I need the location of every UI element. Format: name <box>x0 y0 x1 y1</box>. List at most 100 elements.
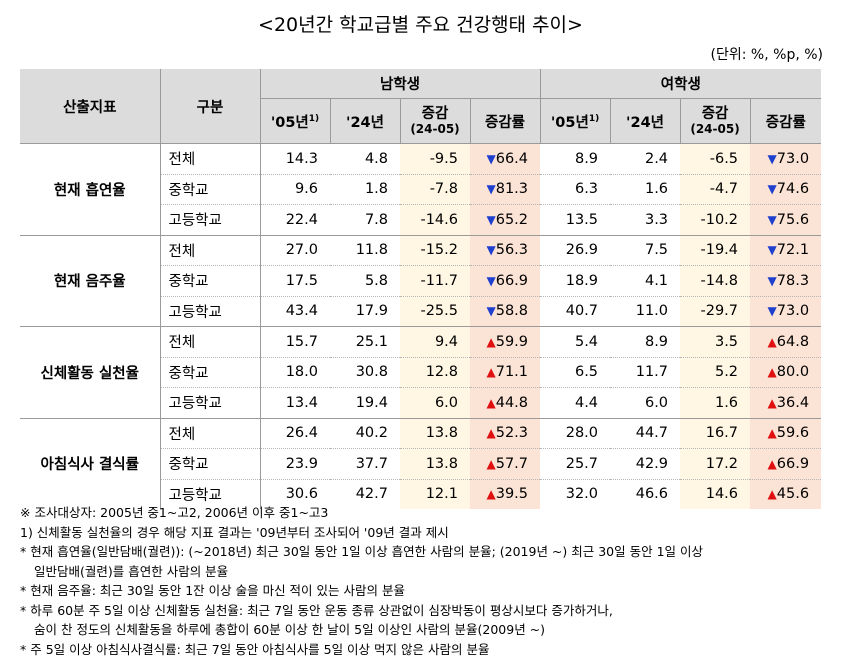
female-change-value: 5.2 <box>680 356 751 388</box>
male-2005-value: 9.6 <box>259 173 330 205</box>
table-row: 중학교 23.9 37.7 13.8 ▲57.7 25.7 42.9 17.2 ▲66.9 <box>20 448 822 479</box>
male-2024-value: 1.8 <box>330 173 400 205</box>
header-male-rate: 증감률 <box>469 98 541 144</box>
table-row: 중학교 17.5 5.8 -11.7 ▼66.9 18.9 4.1 -14.8 ▼78.3 <box>20 265 822 296</box>
rate-value: 73.0 <box>776 150 810 167</box>
male-2024-value: 30.8 <box>330 356 400 388</box>
footnote: 숨이 찬 정도의 신체활동을 하루에 총합이 60분 이상 한 날이 5일 이상… <box>34 622 546 637</box>
down-triangle-icon: ▼ <box>767 304 777 319</box>
male-change-value: -25.5 <box>400 295 470 327</box>
female-change-value: 16.7 <box>680 417 751 449</box>
female-2024-value: 42.9 <box>610 448 681 479</box>
table-row: 신체활동 실천율 전체 15.7 25.1 9.4 ▲59.9 5.4 8.9 3.5 ▲64.8 <box>20 326 822 418</box>
footnote: 1) 신체활동 실천율의 경우 해당 지표 결과는 '09년부터 조사되어 '0… <box>20 524 449 540</box>
rate-value: 74.6 <box>776 181 810 198</box>
rate-value: 81.3 <box>495 181 529 198</box>
female-rate-cell: ▼78.3 <box>750 265 822 296</box>
male-2024-value: 11.8 <box>330 234 400 266</box>
female-change-value: -6.5 <box>680 143 751 174</box>
footnotes: ※ 조사대상자: 2005년 중1~고2, 2006년 이후 중1~고3 1) … <box>20 503 835 659</box>
category-label: 전체 <box>160 143 261 174</box>
category-label: 고등학교 <box>160 295 261 327</box>
up-triangle-icon: ▲ <box>767 395 777 410</box>
indicator-label: 현재 음주율 <box>20 234 161 327</box>
footnote: * 하루 60분 주 5일 이상 신체활동 실천율: 최근 7일 동안 운동 종… <box>20 602 613 618</box>
female-change-value: -4.7 <box>680 173 751 205</box>
header-male-2024: '24년 <box>329 98 400 144</box>
female-2005-value: 32.0 <box>540 478 611 509</box>
male-2024-value: 7.8 <box>330 204 400 235</box>
female-change-value: -14.8 <box>680 265 751 296</box>
indicator-label: 아침식사 결식률 <box>20 417 161 509</box>
category-label: 중학교 <box>160 173 261 205</box>
female-2005-value: 28.0 <box>540 417 611 449</box>
female-2024-value: 11.7 <box>610 356 681 388</box>
female-2005-value: 40.7 <box>540 295 611 327</box>
header-male: 남학생 <box>260 69 541 99</box>
down-triangle-icon: ▼ <box>486 182 496 197</box>
category-label: 고등학교 <box>160 204 261 235</box>
category-label: 고등학교 <box>160 387 261 418</box>
male-change-value: -11.7 <box>400 265 470 296</box>
male-rate-cell: ▲44.8 <box>470 387 541 418</box>
female-2005-value: 6.5 <box>540 356 611 388</box>
header-female-2005: '05년1) <box>539 98 611 144</box>
male-2005-value: 23.9 <box>259 448 330 479</box>
rate-value: 44.8 <box>495 394 529 411</box>
page-title: <20년간 학교급별 주요 건강행태 추이> <box>258 14 583 36</box>
footnote: ※ 조사대상자: 2005년 중1~고2, 2006년 이후 중1~고3 <box>20 505 329 520</box>
table-row: 현재 흡연율 전체 14.3 4.8 -9.5 ▼66.4 8.9 2.4 -6.5 ▼73.0 <box>20 143 822 235</box>
female-change-value: 17.2 <box>680 448 751 479</box>
up-triangle-icon: ▲ <box>486 426 496 441</box>
female-2005-value: 18.9 <box>540 265 611 296</box>
down-triangle-icon: ▼ <box>767 182 777 197</box>
male-change-value: 9.4 <box>400 326 470 357</box>
male-2005-value: 26.4 <box>259 417 330 449</box>
male-rate-cell: ▼65.2 <box>470 204 541 235</box>
female-2005-value: 6.3 <box>540 173 611 205</box>
category-label: 전체 <box>160 417 261 449</box>
table-row: 아침식사 결식률 전체 26.4 40.2 13.8 ▲52.3 28.0 44.7 16.7 ▲… <box>20 417 822 509</box>
female-change-value: 1.6 <box>680 387 751 418</box>
female-rate-cell: ▲66.9 <box>750 448 822 479</box>
female-change-value: -10.2 <box>680 204 751 235</box>
male-change-value: 12.1 <box>400 478 470 509</box>
footnote: * 주 5일 이상 아침식사결식률: 최근 7일 동안 아침식사를 5일 이상 … <box>20 641 490 657</box>
down-triangle-icon: ▼ <box>486 212 496 227</box>
male-change-value: -14.6 <box>400 204 470 235</box>
down-triangle-icon: ▼ <box>767 212 777 227</box>
down-triangle-icon: ▼ <box>486 273 496 288</box>
rate-value: 52.3 <box>495 425 529 442</box>
up-triangle-icon: ▲ <box>767 487 777 502</box>
up-triangle-icon: ▲ <box>486 395 496 410</box>
female-2024-value: 2.4 <box>610 143 681 174</box>
rate-value: 36.4 <box>776 394 810 411</box>
header-male-2005: '05년1) <box>260 98 330 144</box>
table-row: 고등학교 22.4 7.8 -14.6 ▼65.2 13.5 3.3 -10.2 ▼75.6 <box>20 204 822 235</box>
male-rate-cell: ▼58.8 <box>470 295 541 327</box>
rate-value: 64.8 <box>776 333 810 350</box>
rate-value: 72.1 <box>776 242 810 259</box>
female-2024-value: 6.0 <box>610 387 681 418</box>
male-change-value: -9.5 <box>400 143 470 174</box>
male-change-value: 12.8 <box>400 356 470 388</box>
female-2005-value: 26.9 <box>540 234 611 266</box>
male-change-value: -7.8 <box>400 173 470 205</box>
male-2024-value: 5.8 <box>330 265 400 296</box>
up-triangle-icon: ▲ <box>767 365 777 380</box>
category-label: 중학교 <box>160 265 261 296</box>
female-rate-cell: ▲36.4 <box>750 387 822 418</box>
table-row: 고등학교 30.6 42.7 12.1 ▲39.5 32.0 46.6 14.6 ▲45.6 <box>20 478 822 509</box>
rate-value: 80.0 <box>776 364 810 381</box>
male-2005-value: 22.4 <box>259 204 330 235</box>
down-triangle-icon: ▼ <box>767 243 777 258</box>
male-rate-cell: ▲52.3 <box>470 417 541 449</box>
up-triangle-icon: ▲ <box>486 334 496 349</box>
female-change-value: 3.5 <box>680 326 751 357</box>
male-rate-cell: ▼66.9 <box>470 265 541 296</box>
up-triangle-icon: ▲ <box>767 426 777 441</box>
category-label: 고등학교 <box>160 478 261 509</box>
female-rate-cell: ▲80.0 <box>750 356 822 388</box>
female-2024-value: 3.3 <box>610 204 681 235</box>
down-triangle-icon: ▼ <box>767 273 777 288</box>
